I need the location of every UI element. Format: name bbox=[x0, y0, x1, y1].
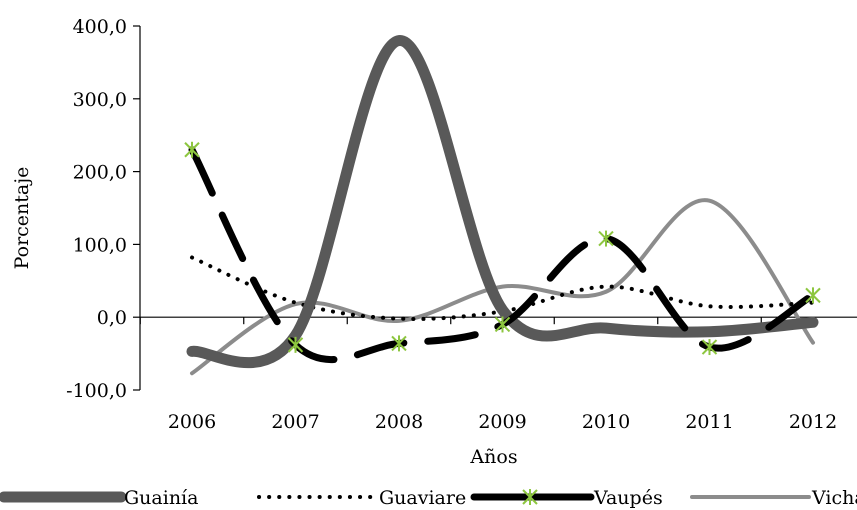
y-tick-label: -100,0 bbox=[66, 380, 127, 402]
x-tick-label: 2012 bbox=[789, 411, 837, 433]
x-axis-title: Años bbox=[469, 446, 517, 468]
legend-item-guaviare: Guaviare bbox=[257, 487, 466, 509]
legend-label: Vichada bbox=[811, 487, 857, 509]
series-line-guainía bbox=[186, 35, 819, 369]
y-tick-label: 400,0 bbox=[73, 16, 127, 38]
y-tick-label: 200,0 bbox=[73, 162, 127, 184]
data-point-vaupés bbox=[184, 141, 200, 158]
x-tick-label: 2006 bbox=[168, 411, 216, 433]
series-lines bbox=[184, 35, 821, 376]
data-point-vaupés bbox=[494, 316, 511, 333]
y-axis-title: Porcentaje bbox=[11, 167, 33, 270]
legend-marker bbox=[522, 489, 538, 505]
y-tick-label: 100,0 bbox=[73, 234, 127, 256]
data-point-vaupés bbox=[701, 339, 718, 356]
x-tick-label: 2008 bbox=[375, 411, 423, 433]
data-point-vaupés bbox=[391, 335, 407, 352]
legend-label: Vaupés bbox=[593, 487, 663, 509]
x-tick-label: 2011 bbox=[685, 411, 733, 433]
x-tick-label: 2007 bbox=[271, 411, 319, 433]
legend-item-guainía: Guainía bbox=[0, 487, 198, 509]
axes bbox=[133, 25, 857, 391]
legend-label: Guaviare bbox=[379, 487, 466, 509]
legend: Guainía Guaviare Vaupés Vichada bbox=[0, 487, 857, 509]
y-tick-label: 0,0 bbox=[97, 307, 127, 329]
x-tick-label: 2010 bbox=[582, 411, 630, 433]
series-line-vichada bbox=[190, 198, 815, 376]
legend-item-vichada: Vichada bbox=[690, 487, 857, 509]
legend-label: Guainía bbox=[124, 487, 198, 509]
data-point-vaupés bbox=[598, 230, 614, 247]
legend-item-vaupés: Vaupés bbox=[470, 487, 663, 509]
y-tick-labels: -100,0 0,0 100,0 200,0 300,0 400,0 bbox=[66, 16, 127, 402]
data-point-vaupés bbox=[287, 336, 304, 353]
x-tick-label: 2009 bbox=[478, 411, 526, 433]
y-tick-label: 300,0 bbox=[73, 89, 127, 111]
x-tick-labels: 2006 2007 2008 2009 2010 2011 2012 bbox=[168, 411, 837, 433]
data-point-vaupés bbox=[805, 287, 821, 304]
